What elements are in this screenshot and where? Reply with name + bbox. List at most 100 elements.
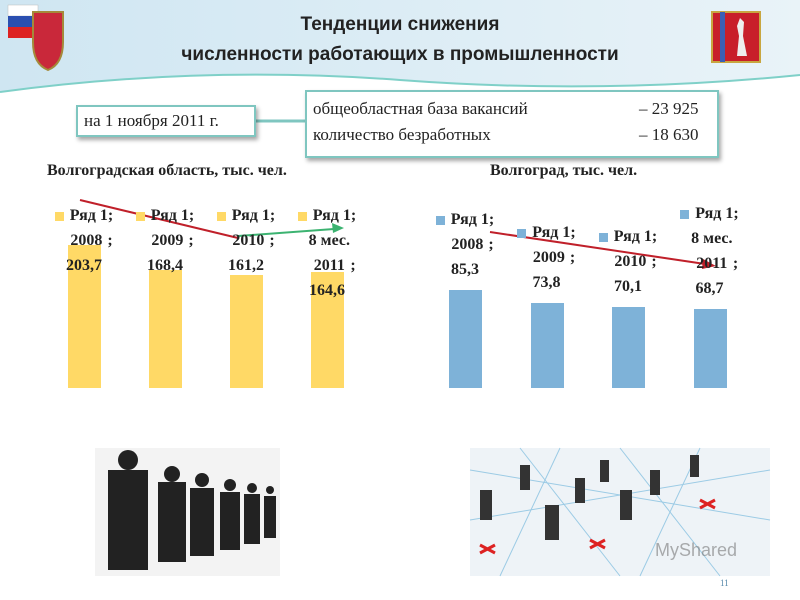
title: Тенденции снижения xyxy=(300,14,500,35)
separator: ; xyxy=(350,257,356,274)
bar xyxy=(311,272,344,388)
label-line: Ряд 1; xyxy=(670,201,750,226)
series-name: Ряд 1 xyxy=(150,207,189,224)
bar xyxy=(230,274,263,388)
value-label: 161,2 xyxy=(228,257,264,274)
label-line: 2010; xyxy=(206,228,286,253)
chart-title: Волгоград, тыс. чел. xyxy=(490,162,638,179)
separator: ; xyxy=(488,236,494,253)
label-line: 2008; xyxy=(425,232,505,257)
separator: ; xyxy=(733,205,739,223)
legend-marker xyxy=(135,211,145,221)
network-image xyxy=(469,447,771,577)
category: 2009 xyxy=(532,249,565,267)
series-name: Ряд 1 xyxy=(613,228,652,246)
watermark: MyShared xyxy=(655,540,738,560)
info-row: количество безработных – 18 630 xyxy=(313,122,711,148)
data-label: Ряд 1; 8 мес. 2011; 68,7 xyxy=(670,201,750,301)
data-label: Ряд 1; 2008; 85,3 xyxy=(425,207,505,282)
label-line: 8 мес. 2011; xyxy=(670,226,750,276)
bar xyxy=(149,269,182,388)
category: 2010 xyxy=(232,232,265,249)
info-box: общеобластная база вакансий – 23 925 колич… xyxy=(305,90,719,158)
city-emblem xyxy=(711,11,761,63)
label-line: Ряд 1; xyxy=(44,203,124,228)
separator: ; xyxy=(488,211,495,228)
legend-marker xyxy=(54,211,64,221)
bar xyxy=(530,303,564,388)
separator: ; xyxy=(570,224,576,242)
separator: ; xyxy=(350,207,357,224)
data-label: Ряд 1; 8 мес. 2011; 164,6 xyxy=(287,203,367,303)
separator: ; xyxy=(269,207,276,224)
separator: ; xyxy=(569,249,576,267)
label-line: Ряд 1; xyxy=(588,224,668,249)
separator: ; xyxy=(269,232,275,249)
bar xyxy=(68,245,101,388)
data-label: Ряд 1; 2008; 203,7 xyxy=(44,203,124,278)
series-name: Ряд 1 xyxy=(69,207,108,224)
trend-arrow xyxy=(237,228,335,237)
info-row: общеобластная база вакансий – 23 925 xyxy=(313,96,711,122)
value-label: 68,7 xyxy=(695,280,724,298)
label-line: 2009; xyxy=(125,228,205,253)
label-line: Ряд 1; xyxy=(507,220,587,245)
separator: ; xyxy=(107,232,113,249)
arrow-head xyxy=(702,259,716,269)
bar xyxy=(693,309,727,388)
date-box: на 1 ноября 2011 г. xyxy=(76,105,256,137)
data-label: Ряд 1; 2009; 168,4 xyxy=(125,203,205,278)
legend-marker xyxy=(598,233,608,243)
flag xyxy=(7,4,39,38)
legend-marker xyxy=(297,211,307,221)
legend-marker xyxy=(216,211,226,221)
value-label: 164,6 xyxy=(309,282,345,299)
value-label: 168,4 xyxy=(147,257,183,274)
info-value: – 23 925 xyxy=(639,99,699,118)
info-label: общеобластная база вакансий xyxy=(313,99,528,118)
value-label: 70,1 xyxy=(614,278,642,296)
label-line: Ряд 1; xyxy=(425,207,505,232)
category: 2010 xyxy=(614,253,647,271)
category: 2008 xyxy=(70,232,103,249)
page-number: 11 xyxy=(720,578,729,588)
info-value: – 18 630 xyxy=(639,125,699,144)
category: 8 мес. 2011 xyxy=(691,230,733,273)
label-line: Ряд 1; xyxy=(125,203,205,228)
label-line: 2008; xyxy=(44,228,124,253)
series-name: Ряд 1 xyxy=(450,211,489,228)
separator: ; xyxy=(651,228,658,246)
separator: ; xyxy=(188,207,195,224)
series-name: Ряд 1 xyxy=(695,205,734,223)
data-label: Ряд 1; 2010; 70,1 xyxy=(588,224,668,299)
series-name: Ряд 1 xyxy=(231,207,270,224)
label-line: 2010; xyxy=(588,249,668,274)
chart-title: Волгоградская область, тыс. чел. xyxy=(47,162,287,179)
header-line xyxy=(0,73,800,93)
value-label: 203,7 xyxy=(66,257,102,274)
header-band xyxy=(0,0,800,92)
label-line: 8 мес. 2011; xyxy=(287,228,367,278)
trend-arrow xyxy=(79,199,239,239)
category: 2008 xyxy=(451,236,484,253)
label-line: Ряд 1; xyxy=(287,203,367,228)
legend-marker xyxy=(517,229,527,239)
category: 8 мес. 2011 xyxy=(308,232,350,274)
separator: ; xyxy=(732,255,739,273)
category: 2009 xyxy=(151,232,184,249)
arrow-head xyxy=(332,223,344,233)
emblem xyxy=(32,11,64,72)
info-label: количество безработных xyxy=(313,125,491,144)
label-line: Ряд 1; xyxy=(206,203,286,228)
separator: ; xyxy=(107,207,114,224)
series-name: Ряд 1 xyxy=(532,224,571,242)
label-line: 2009; xyxy=(507,245,587,270)
data-label: Ряд 1; 2010; 161,2 xyxy=(206,203,286,278)
value-label: 73,8 xyxy=(532,274,561,292)
data-label: Ряд 1; 2009; 73,8 xyxy=(507,220,587,295)
title: численности работающих в промышленности xyxy=(181,44,619,65)
bar xyxy=(612,307,645,388)
separator: ; xyxy=(651,253,657,271)
